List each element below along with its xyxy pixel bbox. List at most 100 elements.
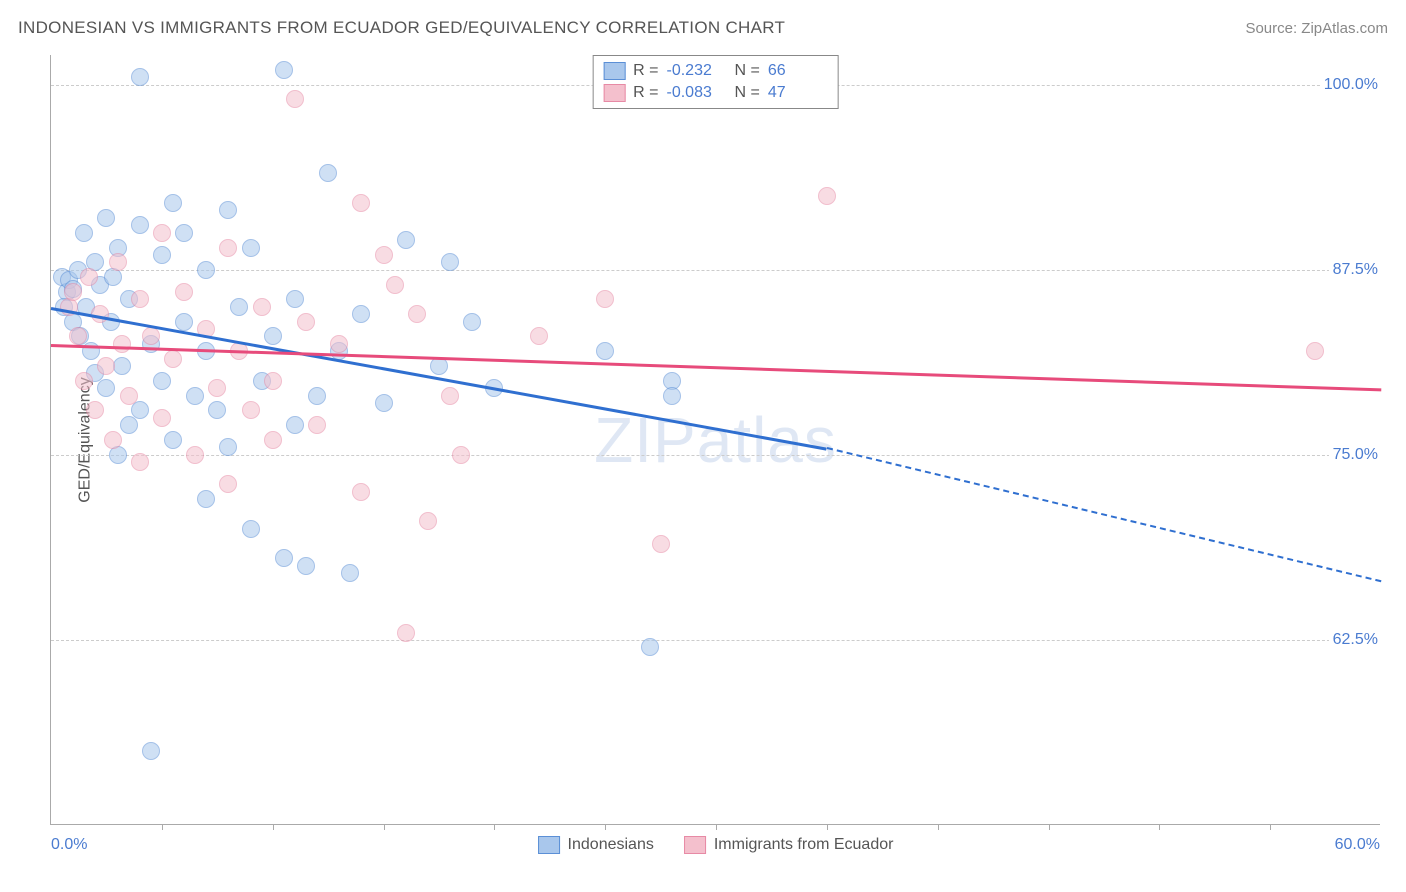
x-tick — [273, 824, 274, 830]
data-point — [397, 231, 415, 249]
gridline — [51, 270, 1380, 271]
gridline — [51, 640, 1380, 641]
legend-swatch — [538, 836, 560, 854]
data-point — [219, 239, 237, 257]
data-point — [131, 453, 149, 471]
legend-swatch — [603, 84, 625, 102]
data-point — [153, 372, 171, 390]
stat-r-value: -0.232 — [667, 62, 727, 80]
data-point — [330, 335, 348, 353]
x-tick — [938, 824, 939, 830]
data-point — [308, 387, 326, 405]
data-point — [230, 298, 248, 316]
data-point — [69, 327, 87, 345]
data-point — [286, 90, 304, 108]
data-point — [375, 246, 393, 264]
bottom-legend: Indonesians Immigrants from Ecuador — [538, 836, 894, 854]
trendline — [51, 344, 1381, 391]
data-point — [386, 276, 404, 294]
x-tick — [1049, 824, 1050, 830]
stats-box: R =-0.232N =66 R = -0.083 N = 47 — [592, 55, 839, 109]
data-point — [153, 409, 171, 427]
stat-n-value: 47 — [768, 84, 828, 102]
chart-header: INDONESIAN VS IMMIGRANTS FROM ECUADOR GE… — [18, 18, 1388, 38]
data-point — [86, 401, 104, 419]
data-point — [131, 290, 149, 308]
data-point — [131, 401, 149, 419]
data-point — [97, 209, 115, 227]
legend-item: Indonesians — [538, 836, 654, 854]
data-point — [352, 483, 370, 501]
legend-swatch — [603, 62, 625, 80]
data-point — [375, 394, 393, 412]
y-axis-title: GED/Equivalency — [77, 377, 95, 502]
y-tick-label: 87.5% — [1329, 261, 1382, 279]
data-point — [153, 224, 171, 242]
stat-r-label: R = — [633, 84, 658, 102]
data-point — [652, 535, 670, 553]
data-point — [297, 557, 315, 575]
data-point — [208, 401, 226, 419]
stat-n-value: 66 — [768, 62, 828, 80]
y-tick-label: 75.0% — [1329, 446, 1382, 464]
source-label: Source: ZipAtlas.com — [1245, 20, 1388, 37]
data-point — [219, 201, 237, 219]
data-point — [663, 387, 681, 405]
data-point — [175, 283, 193, 301]
data-point — [109, 253, 127, 271]
stats-row: R =-0.232N =66 — [603, 60, 828, 82]
x-min-label: 0.0% — [51, 836, 87, 854]
data-point — [530, 327, 548, 345]
data-point — [164, 431, 182, 449]
x-tick — [716, 824, 717, 830]
data-point — [186, 446, 204, 464]
x-tick — [1270, 824, 1271, 830]
x-max-label: 60.0% — [1335, 836, 1380, 854]
data-point — [408, 305, 426, 323]
x-tick — [827, 824, 828, 830]
data-point — [264, 372, 282, 390]
legend-item: Immigrants from Ecuador — [684, 836, 894, 854]
data-point — [164, 194, 182, 212]
data-point — [419, 512, 437, 530]
data-point — [264, 431, 282, 449]
stat-n-label: N = — [735, 84, 760, 102]
data-point — [275, 549, 293, 567]
y-tick-label: 62.5% — [1329, 631, 1382, 649]
data-point — [164, 350, 182, 368]
data-point — [242, 239, 260, 257]
data-point — [452, 446, 470, 464]
data-point — [308, 416, 326, 434]
data-point — [113, 335, 131, 353]
stats-row: R = -0.083 N = 47 — [603, 82, 828, 104]
stat-r-value: -0.083 — [667, 84, 727, 102]
gridline — [51, 455, 1380, 456]
data-point — [120, 387, 138, 405]
chart-title: INDONESIAN VS IMMIGRANTS FROM ECUADOR GE… — [18, 18, 785, 38]
x-tick — [1159, 824, 1160, 830]
data-point — [397, 624, 415, 642]
data-point — [75, 224, 93, 242]
data-point — [286, 416, 304, 434]
legend-swatch — [684, 836, 706, 854]
data-point — [97, 379, 115, 397]
data-point — [113, 357, 131, 375]
data-point — [818, 187, 836, 205]
trendline-extrapolated — [827, 447, 1382, 582]
data-point — [463, 313, 481, 331]
data-point — [352, 305, 370, 323]
legend-label: Indonesians — [568, 836, 654, 854]
data-point — [596, 290, 614, 308]
data-point — [219, 475, 237, 493]
data-point — [80, 268, 98, 286]
legend-label: Immigrants from Ecuador — [714, 836, 894, 854]
data-point — [286, 290, 304, 308]
data-point — [208, 379, 226, 397]
data-point — [131, 216, 149, 234]
data-point — [275, 61, 293, 79]
data-point — [596, 342, 614, 360]
data-point — [142, 742, 160, 760]
plot-area: GED/Equivalency ZIPatlas 62.5%75.0%87.5%… — [50, 55, 1380, 825]
data-point — [75, 372, 93, 390]
data-point — [64, 283, 82, 301]
